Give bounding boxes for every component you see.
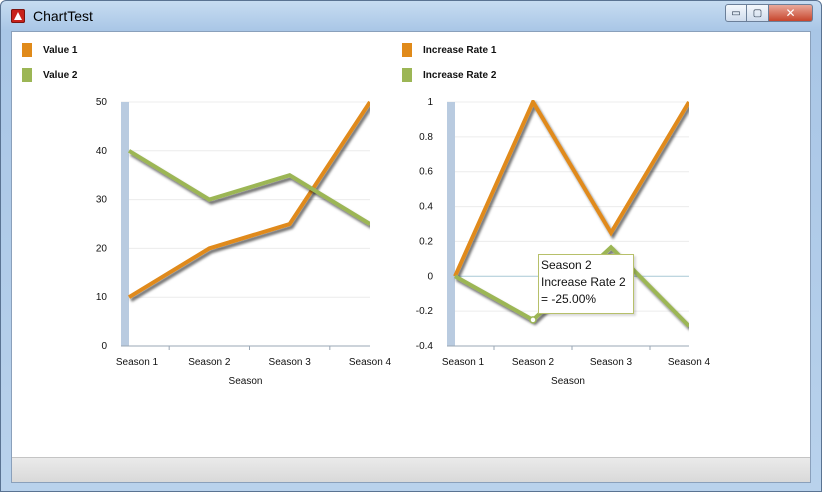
x-axis-title: Season — [551, 376, 585, 387]
y-axis-band — [121, 102, 129, 346]
legend-item-value-1[interactable]: Value 1 — [22, 43, 77, 57]
y-tick-label: -0.4 — [416, 341, 434, 352]
legend-label: Increase Rate 1 — [423, 44, 497, 56]
maximize-button[interactable]: ▢ — [747, 4, 769, 22]
y-tick-label: 10 — [96, 292, 108, 303]
y-tick-label: -0.2 — [416, 306, 434, 317]
legend-label: Value 1 — [43, 44, 78, 56]
legend-swatch — [22, 68, 32, 82]
y-tick-label: 50 — [96, 97, 108, 108]
series-line-2 — [127, 149, 370, 226]
series-line-1 — [127, 100, 370, 299]
app-icon — [11, 9, 25, 23]
close-button[interactable]: ✕ — [769, 4, 813, 22]
y-tick-label: 0 — [427, 271, 433, 282]
y-tick-label: 1 — [427, 97, 433, 108]
x-tick-label: Season 4 — [668, 357, 711, 368]
window-controls: ▭ ▢ ✕ — [725, 4, 813, 22]
legend-swatch — [402, 68, 412, 82]
y-tick-label: 0.8 — [419, 132, 433, 143]
legend-label: Value 2 — [43, 69, 78, 81]
legend-swatch — [402, 43, 412, 57]
x-tick-label: Season 2 — [188, 357, 231, 368]
minimize-button[interactable]: ▭ — [725, 4, 747, 22]
legend-item-value-2[interactable]: Value 2 — [22, 68, 77, 82]
y-tick-label: 20 — [96, 243, 108, 254]
x-tick-label: Season 1 — [116, 357, 159, 368]
legend-item-increase-rate-2[interactable]: Increase Rate 2 — [402, 68, 496, 82]
y-tick-label: 30 — [96, 195, 108, 206]
x-tick-label: Season 3 — [590, 357, 633, 368]
y-tick-label: 0.2 — [419, 236, 433, 247]
series-line-1 — [453, 100, 689, 278]
title-bar[interactable]: ChartTest ▭ ▢ ✕ — [1, 1, 821, 31]
x-tick-label: Season 3 — [269, 357, 312, 368]
legend-swatch — [22, 43, 32, 57]
x-tick-label: Season 2 — [512, 357, 555, 368]
tooltip-category: Season 2 — [541, 258, 592, 272]
highlighted-data-point — [529, 316, 537, 324]
tooltip-value: = -25.00% — [541, 292, 597, 306]
tooltip-series: Increase Rate 2 — [541, 275, 626, 289]
left-line-chart: 0 10 20 30 40 50 Season 1 Season 2 Season 3 Seaso… — [96, 97, 392, 387]
x-axis-title: Season — [229, 376, 263, 387]
y-axis-band — [447, 102, 455, 346]
data-tooltip: Season 2 Increase Rate 2 = -25.00% — [538, 254, 634, 314]
x-tick-label: Season 4 — [349, 357, 392, 368]
client-area: Value 1 Value 2 Increase Rate 1 Increase… — [11, 31, 811, 483]
y-tick-label: 0 — [101, 341, 107, 352]
legend-item-increase-rate-1[interactable]: Increase Rate 1 — [402, 43, 496, 57]
x-tick-label: Season 1 — [442, 357, 485, 368]
y-tick-label: 0.4 — [419, 202, 433, 213]
status-bar — [12, 457, 810, 482]
y-tick-label: 40 — [96, 146, 108, 157]
window-title: ChartTest — [33, 8, 93, 24]
y-tick-label: 0.6 — [419, 167, 433, 178]
legend-label: Increase Rate 2 — [423, 69, 497, 81]
